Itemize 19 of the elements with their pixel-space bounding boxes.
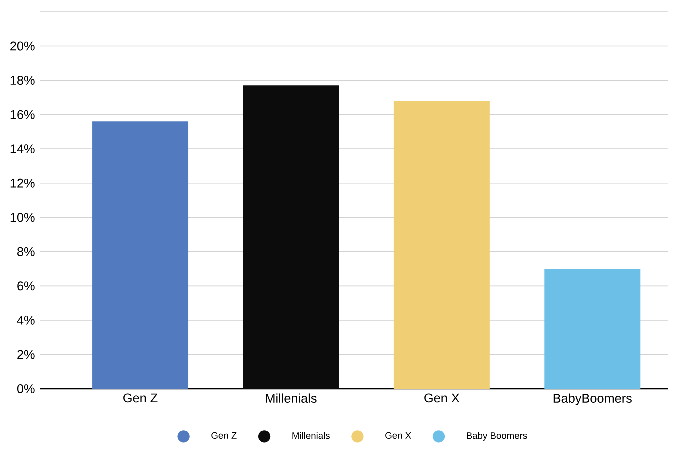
legend-label: Gen X — [386, 432, 412, 440]
y-tick-label: 12% — [10, 178, 35, 188]
x-tick-label: Gen X — [424, 394, 460, 403]
x-tick-label: BabyBoomers — [554, 394, 632, 406]
y-tick-label: 0% — [17, 384, 35, 394]
y-tick-label: 2% — [18, 350, 35, 360]
y-tick-label: 18% — [10, 76, 35, 86]
y-tick-label: 16% — [10, 110, 35, 120]
y-tick-label: 20% — [10, 42, 35, 51]
x-tick-label: Millenials — [266, 394, 317, 403]
y-tick-label: 14% — [10, 144, 35, 154]
y-tick-label: 8% — [18, 247, 35, 256]
y-tick-label: 6% — [18, 282, 35, 291]
legend-label: Baby Boomers — [467, 432, 528, 441]
legend-label: Gen Z — [212, 432, 237, 440]
legend-label: Millenials — [292, 432, 330, 440]
x-tick-label: Gen Z — [124, 394, 158, 403]
y-tick-label: 10% — [10, 213, 35, 222]
y-tick-label: 4% — [17, 316, 35, 325]
